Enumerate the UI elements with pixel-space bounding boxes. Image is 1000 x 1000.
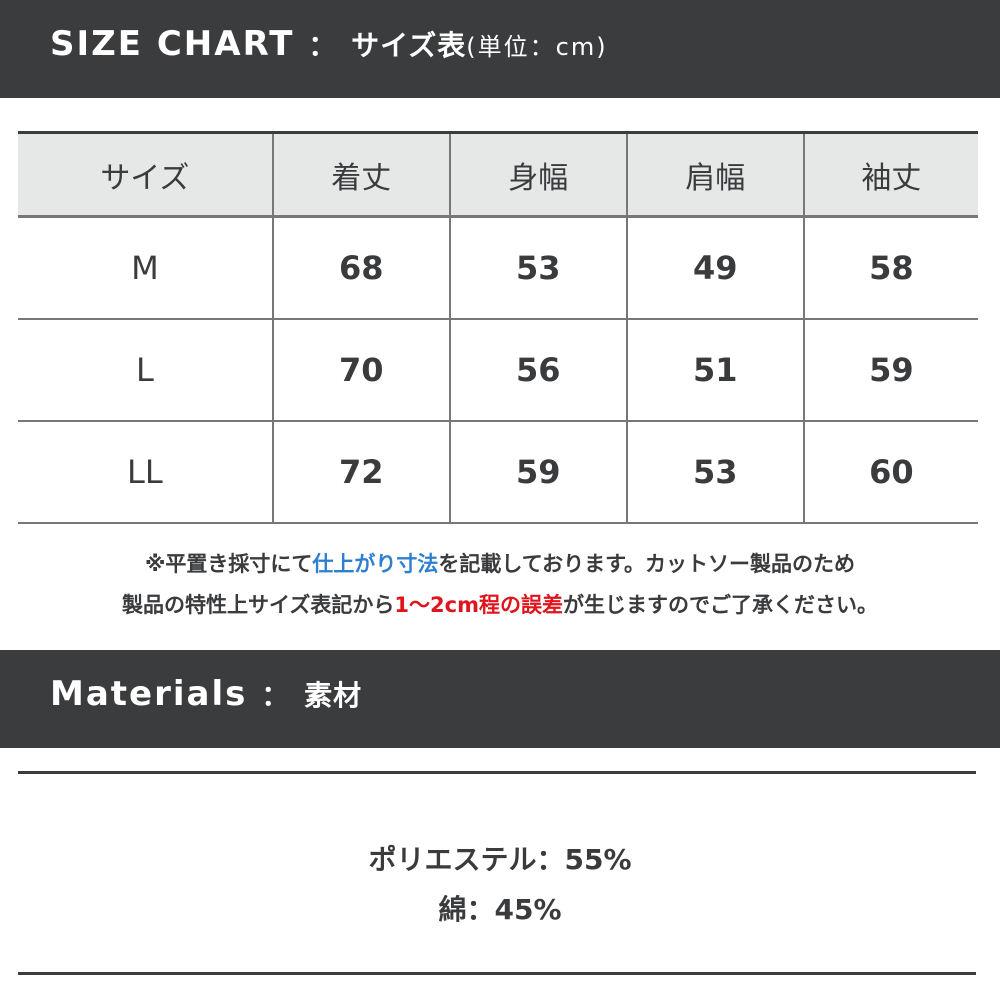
- material-item: 綿：45%: [438, 893, 562, 926]
- subtitle: サイズ表: [351, 29, 467, 62]
- header-cell: 袖丈: [802, 132, 978, 218]
- value-cell: 72: [271, 421, 451, 524]
- material-item: ポリエステル：55%: [368, 843, 632, 876]
- value-cell: 59: [448, 421, 628, 524]
- size-table: サイズ 着丈 身幅 肩幅 袖丈 M 68 53 49 58 L 70 56 51…: [18, 131, 978, 524]
- header-cell: 身幅: [448, 132, 628, 218]
- table-row: M 68 53 49 58: [18, 216, 978, 320]
- size-chart-header: SIZE CHART ： サイズ表(単位：cm): [0, 0, 1000, 98]
- value-cell: 56: [448, 319, 628, 422]
- title-text: SIZE CHART: [50, 24, 295, 64]
- note-text: 製品の特性上サイズ表記から: [122, 593, 395, 617]
- value-cell: 53: [625, 421, 805, 524]
- materials-title: Materials ： 素材: [50, 674, 362, 714]
- header-cell: サイズ: [18, 132, 274, 218]
- divider: [18, 771, 976, 774]
- note-text: が生じますのでご了承ください。: [562, 593, 878, 617]
- size-chart-title: SIZE CHART ： サイズ表(単位：cm): [50, 24, 608, 64]
- header-cell: 肩幅: [625, 132, 805, 218]
- note-text: を記載しております。カットソー製品のため: [438, 552, 856, 576]
- value-cell: 51: [625, 319, 805, 422]
- value-cell: 53: [448, 216, 628, 320]
- title-text: Materials: [50, 674, 248, 714]
- value-cell: 70: [271, 319, 451, 422]
- note-line-2: 製品の特性上サイズ表記から1〜2cm程の誤差が生じますのでご了承ください。: [0, 589, 1000, 619]
- size-cell: L: [18, 319, 274, 422]
- table-header-row: サイズ 着丈 身幅 肩幅 袖丈: [18, 132, 978, 218]
- divider: [18, 972, 976, 975]
- note-highlight-red: 1〜2cm程の誤差: [394, 593, 563, 617]
- unit-label: (単位：cm): [466, 33, 608, 61]
- value-cell: 59: [802, 319, 978, 422]
- separator: ：: [261, 679, 291, 712]
- note-line-1: ※平置き採寸にて仕上がり寸法を記載しております。カットソー製品のため: [0, 548, 1000, 578]
- size-cell: M: [18, 216, 274, 320]
- value-cell: 58: [802, 216, 978, 320]
- note-text: ※平置き採寸にて: [144, 552, 313, 576]
- header-cell: 着丈: [271, 132, 451, 218]
- table-row: L 70 56 51 59: [18, 319, 978, 422]
- separator: ：: [308, 29, 338, 62]
- value-cell: 68: [271, 216, 451, 320]
- value-cell: 60: [802, 421, 978, 524]
- note-highlight-blue: 仕上がり寸法: [312, 552, 439, 576]
- materials-header: Materials ： 素材: [0, 650, 1000, 748]
- value-cell: 49: [625, 216, 805, 320]
- size-cell: LL: [18, 421, 274, 524]
- table-row: LL 72 59 53 60: [18, 421, 978, 524]
- subtitle: 素材: [304, 679, 363, 712]
